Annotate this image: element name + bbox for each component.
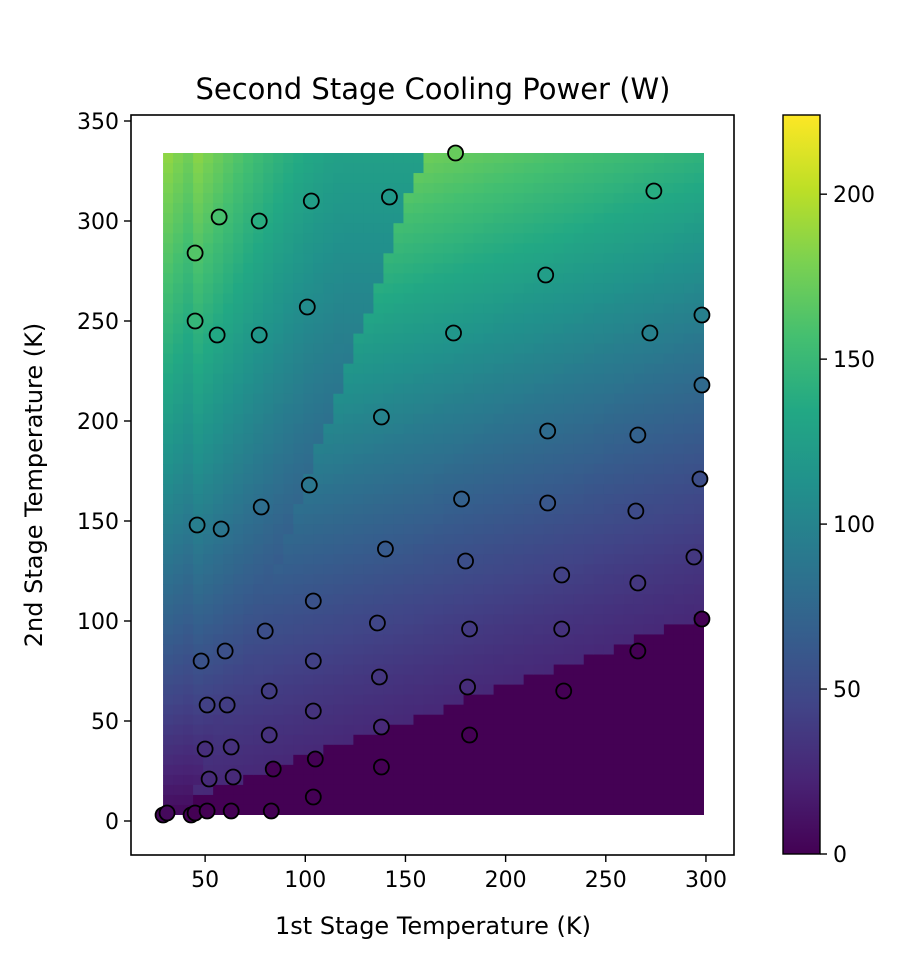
y-tick-label: 250 — [77, 310, 119, 335]
data-point — [260, 682, 278, 700]
data-point — [186, 312, 204, 330]
data-point — [553, 566, 571, 584]
data-point — [304, 702, 322, 720]
data-point — [537, 266, 555, 284]
x-axis-label: 1st Stage Temperature (K) — [275, 912, 591, 940]
x-tick-label: 100 — [284, 868, 326, 893]
data-point — [250, 326, 268, 344]
data-point — [264, 760, 282, 778]
x-tick-label: 50 — [191, 868, 219, 893]
x-tick-label: 150 — [384, 868, 426, 893]
data-point — [377, 540, 394, 558]
data-point — [192, 652, 210, 670]
data-point — [457, 552, 474, 570]
data-point — [381, 188, 398, 206]
data-point — [369, 614, 386, 632]
y-tick-label: 50 — [91, 710, 119, 735]
data-point — [304, 652, 322, 670]
y-tick-label: 100 — [77, 610, 119, 635]
data-point — [262, 802, 280, 820]
data-point — [260, 726, 278, 744]
data-point — [302, 192, 320, 210]
data-point — [222, 738, 240, 756]
colorbar-tick-label: 50 — [833, 678, 861, 703]
x-tick-label: 200 — [485, 868, 527, 893]
data-point — [188, 516, 206, 534]
data-point — [198, 802, 216, 820]
y-tick-label: 200 — [77, 410, 119, 435]
data-point — [222, 802, 240, 820]
data-point — [256, 622, 274, 640]
data-point — [553, 620, 571, 638]
data-point — [539, 494, 557, 512]
data-point — [555, 682, 573, 700]
x-tick-label: 300 — [685, 868, 727, 893]
data-point — [252, 498, 270, 516]
data-point — [693, 610, 711, 628]
data-points — [154, 144, 711, 824]
data-point — [371, 668, 388, 686]
cooling-power-surface — [163, 153, 704, 815]
colorbar-tick-label: 0 — [833, 843, 847, 868]
data-point — [198, 696, 216, 714]
colorbar-tick-label: 100 — [833, 513, 875, 538]
data-point — [212, 520, 230, 538]
data-point — [373, 408, 390, 426]
data-point — [693, 376, 711, 394]
colorbar — [782, 114, 821, 855]
data-point — [461, 726, 478, 744]
y-tick-label: 150 — [77, 510, 119, 535]
data-point — [224, 768, 242, 786]
data-point — [158, 804, 176, 822]
data-point — [304, 788, 322, 806]
data-point — [447, 144, 464, 162]
y-axis: 0 50 100 150 200 250 300 350 — [77, 110, 131, 835]
data-point — [461, 620, 478, 638]
data-point — [250, 212, 268, 230]
data-point — [200, 770, 218, 788]
colorbar-tick-label: 150 — [833, 348, 875, 373]
data-point — [306, 750, 324, 768]
data-point — [304, 592, 322, 610]
data-point — [186, 244, 204, 262]
data-point — [445, 324, 462, 342]
y-axis-label: 2nd Stage Temperature (K) — [20, 323, 48, 647]
colorbar-tick-label: 200 — [833, 183, 875, 208]
data-point — [629, 426, 647, 444]
plot-frame — [130, 114, 735, 856]
data-point — [641, 324, 659, 342]
data-point — [693, 306, 711, 324]
data-point — [298, 298, 316, 316]
data-point — [453, 490, 470, 508]
data-point — [210, 208, 228, 226]
data-point — [218, 696, 236, 714]
data-point — [459, 678, 476, 696]
chart-title: Second Stage Cooling Power (W) — [195, 72, 670, 106]
data-point — [691, 470, 709, 488]
data-point — [216, 642, 234, 660]
data-point — [196, 740, 214, 758]
data-point — [539, 422, 557, 440]
data-point — [629, 642, 647, 660]
data-point — [685, 548, 703, 566]
data-point — [300, 476, 318, 494]
colorbar-axis: 0 50 100 150 200 — [820, 183, 875, 868]
data-point — [629, 574, 647, 592]
data-point — [373, 718, 390, 736]
y-tick-label: 0 — [105, 810, 119, 835]
data-point — [208, 326, 226, 344]
data-point — [645, 182, 663, 200]
data-point — [373, 758, 390, 776]
data-point — [627, 502, 645, 520]
y-tick-label: 350 — [77, 110, 119, 135]
y-tick-label: 300 — [77, 210, 119, 235]
x-axis: 50 100 150 200 250 300 — [191, 855, 727, 893]
x-tick-label: 250 — [585, 868, 627, 893]
